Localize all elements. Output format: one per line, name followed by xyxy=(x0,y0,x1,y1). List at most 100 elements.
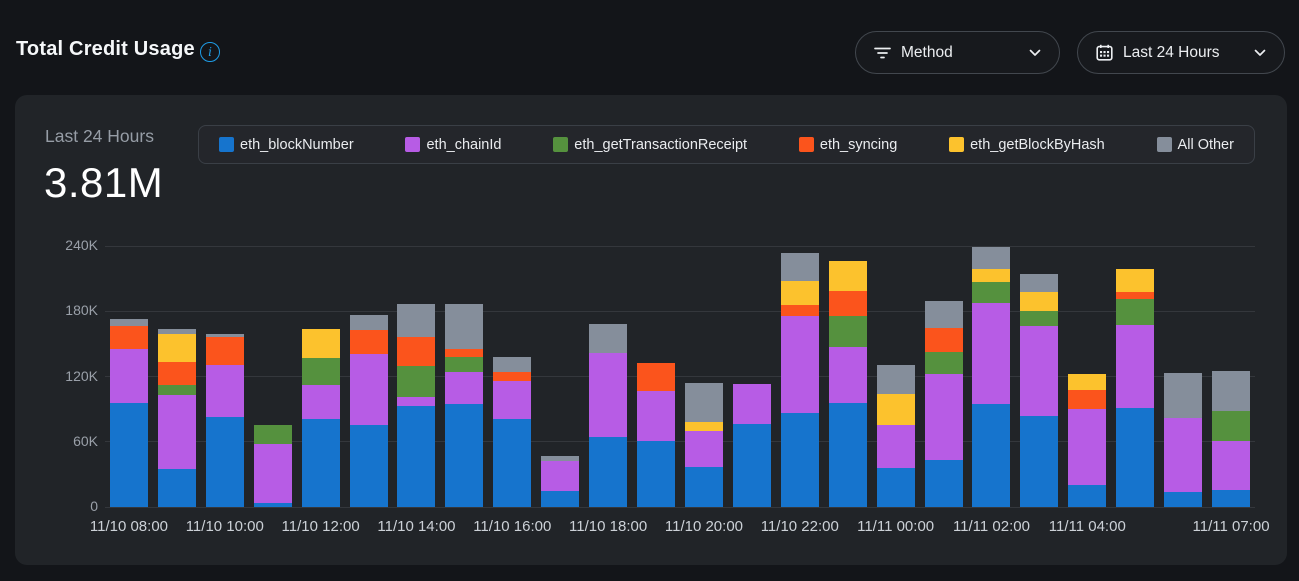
bar-11-10-23-00[interactable] xyxy=(828,261,867,507)
bar-11-10-16-00[interactable] xyxy=(493,356,532,507)
bar-segment-eth_getBlockByHash xyxy=(828,261,867,291)
bar-segment-All Other xyxy=(541,455,580,462)
legend-item-eth_getTransactionReceipt[interactable]: eth_getTransactionReceipt xyxy=(553,137,747,153)
bar-segment-eth_blockNumber xyxy=(301,418,340,507)
time-range-dropdown[interactable]: Last 24 Hours xyxy=(1077,31,1285,74)
x-tick-label: 11/10 08:00 xyxy=(89,518,169,535)
bar-11-11-04-00[interactable] xyxy=(1068,374,1107,507)
x-tick-label: 11/11 07:00 xyxy=(1192,518,1270,535)
legend-label: All Other xyxy=(1177,136,1234,153)
bar-segment-eth_getTransactionReceipt xyxy=(1020,311,1059,327)
bar-segment-eth_chainId xyxy=(349,353,388,426)
bar-11-10-14-00[interactable] xyxy=(397,303,436,507)
bar-segment-All Other xyxy=(349,314,388,330)
y-tick-label: 120K xyxy=(65,367,98,384)
x-tick-label: 11/11 04:00 xyxy=(1048,518,1126,535)
bar-segment-eth_chainId xyxy=(445,372,484,404)
bar-segment-eth_syncing xyxy=(637,363,676,391)
legend-label: eth_getTransactionReceipt xyxy=(574,136,748,153)
bar-11-11-06-00[interactable] xyxy=(1164,373,1203,507)
bar-segment-eth_syncing xyxy=(1068,389,1107,410)
bar-segment-eth_chainId xyxy=(157,395,196,469)
bar-segment-eth_getTransactionReceipt xyxy=(157,385,196,395)
legend-swatch xyxy=(219,137,234,152)
bar-11-10-12-00[interactable] xyxy=(301,328,340,507)
bar-segment-All Other xyxy=(780,252,819,281)
method-filter-dropdown[interactable]: Method xyxy=(855,31,1060,74)
bar-segment-eth_syncing xyxy=(493,372,532,381)
bar-11-10-13-00[interactable] xyxy=(349,314,388,507)
bar-segment-eth_getTransactionReceipt xyxy=(253,425,292,444)
bar-11-11-05-00[interactable] xyxy=(1116,268,1155,507)
x-tick-label: 11/10 18:00 xyxy=(569,518,648,535)
bar-segment-eth_chainId xyxy=(1020,326,1059,416)
period-label: Last 24 Hours xyxy=(45,126,154,146)
bar-segment-eth_blockNumber xyxy=(205,416,244,507)
page-title: Total Credit Usage xyxy=(16,38,195,60)
bar-segment-eth_getTransactionReceipt xyxy=(972,281,1011,303)
bar-segment-eth_syncing xyxy=(205,337,244,365)
bar-11-10-08-00[interactable] xyxy=(109,318,148,507)
info-icon[interactable]: i xyxy=(200,42,220,62)
bar-segment-eth_getBlockByHash xyxy=(1020,291,1059,312)
bar-segment-eth_chainId xyxy=(972,302,1011,404)
bar-11-11-03-00[interactable] xyxy=(1020,274,1059,507)
bar-segment-eth_chainId xyxy=(780,315,819,414)
bar-segment-All Other xyxy=(972,247,1011,269)
gridline-180K xyxy=(105,310,1255,312)
bar-segment-eth_blockNumber xyxy=(253,502,292,507)
gridline-120K xyxy=(105,376,1255,377)
bar-segment-eth_chainId xyxy=(253,443,292,503)
bar-segment-eth_getTransactionReceipt xyxy=(1116,299,1155,326)
bar-11-10-18-00[interactable] xyxy=(589,324,628,507)
bar-segment-eth_blockNumber xyxy=(157,468,196,507)
bar-11-10-09-00[interactable] xyxy=(157,328,196,507)
bar-segment-eth_chainId xyxy=(589,352,628,438)
bar-segment-eth_chainId xyxy=(1164,417,1203,492)
bar-segment-eth_blockNumber xyxy=(732,424,771,507)
y-tick-label: 60K xyxy=(73,432,98,449)
legend-swatch xyxy=(798,137,814,152)
bar-segment-eth_blockNumber xyxy=(349,425,388,507)
bar-11-10-20-00[interactable] xyxy=(684,383,723,507)
x-tick-label: 11/10 14:00 xyxy=(377,518,456,535)
bar-11-10-11-00[interactable] xyxy=(253,425,292,507)
bar-11-10-10-00[interactable] xyxy=(205,334,244,507)
bar-segment-eth_syncing xyxy=(157,362,196,386)
legend-label: eth_blockNumber xyxy=(240,136,354,153)
bar-segment-eth_blockNumber xyxy=(589,437,628,507)
bar-11-10-22-00[interactable] xyxy=(780,252,819,507)
x-tick-label: 11/10 16:00 xyxy=(473,518,552,535)
credit-usage-panel: Last 24 Hours 3.81M eth_blockNumber eth_c… xyxy=(15,95,1287,565)
method-filter-label: Method xyxy=(901,43,953,61)
y-tick-label: 240K xyxy=(65,237,98,253)
legend-item-eth_getBlockByHash[interactable]: eth_getBlockByHash xyxy=(949,137,1105,153)
bar-11-10-21-00[interactable] xyxy=(732,384,771,507)
bar-11-11-01-00[interactable] xyxy=(924,301,963,507)
legend-item-eth_syncing[interactable]: eth_syncing xyxy=(798,137,897,153)
bar-segment-eth_chainId xyxy=(397,397,436,406)
legend-label: eth_getBlockByHash xyxy=(970,136,1105,153)
legend-item-eth_chainId[interactable]: eth_chainId xyxy=(405,137,501,153)
bar-11-11-07-00[interactable] xyxy=(1212,371,1251,507)
bar-segment-eth_getBlockByHash xyxy=(1116,268,1155,292)
bar-segment-eth_blockNumber xyxy=(541,490,580,507)
bar-segment-eth_getBlockByHash xyxy=(157,334,196,363)
bar-segment-All Other xyxy=(924,301,963,328)
legend-item-eth_blockNumber[interactable]: eth_blockNumber xyxy=(219,137,354,153)
bar-11-10-17-00[interactable] xyxy=(541,455,580,507)
bar-11-11-02-00[interactable] xyxy=(972,247,1011,507)
stacked-bar-chart xyxy=(105,245,1255,508)
bar-segment-eth_chainId xyxy=(1212,440,1251,490)
bar-segment-eth_syncing xyxy=(780,304,819,316)
bar-11-11-00-00[interactable] xyxy=(876,364,915,507)
chevron-down-icon xyxy=(1254,49,1266,57)
bar-segment-All Other xyxy=(445,303,484,350)
time-range-label: Last 24 Hours xyxy=(1123,43,1220,61)
bar-segment-eth_getBlockByHash xyxy=(876,393,915,426)
bar-segment-eth_syncing xyxy=(397,337,436,366)
bar-segment-eth_chainId xyxy=(1068,409,1107,486)
bar-11-10-19-00[interactable] xyxy=(637,363,676,507)
bar-11-10-15-00[interactable] xyxy=(445,303,484,507)
legend-item-All Other[interactable]: All Other xyxy=(1156,136,1234,153)
